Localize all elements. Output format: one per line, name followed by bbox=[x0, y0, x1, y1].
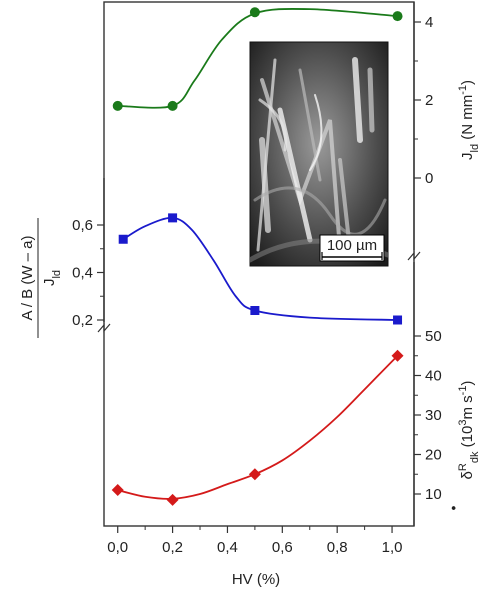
x-tick-label: 1,0 bbox=[382, 539, 403, 556]
ratio-tick-label: 0,4 bbox=[72, 265, 93, 282]
x-tick-label: 0,6 bbox=[272, 539, 293, 556]
strain_rate-point bbox=[111, 484, 124, 497]
strain-rate-axis-label: δRdk (103m s-1) • bbox=[445, 381, 481, 511]
ratio-point bbox=[118, 234, 128, 244]
strain_rate-point bbox=[248, 468, 261, 481]
ratio-tick-label: 0,6 bbox=[72, 217, 93, 234]
x-tick-label: 0,2 bbox=[162, 539, 183, 556]
ratio-series-line bbox=[122, 216, 398, 321]
jld-point bbox=[249, 7, 260, 18]
strain_rate-point bbox=[391, 349, 404, 362]
jld-axis-break bbox=[407, 251, 421, 261]
jld-axis-label: Jld (N mm-1) bbox=[457, 80, 481, 160]
strain_rate-tick-label: 30 bbox=[425, 407, 442, 424]
x-tick-label: 0,8 bbox=[327, 539, 348, 556]
ratio-label-denominator: Jld bbox=[41, 270, 63, 286]
strain-rate-dot: • bbox=[445, 505, 461, 510]
axes-layer: 0,0 0,2 0,4 0,6 0,8 1,0 0 2 4 0,2 0,4 0,6 10 20 30 40 50 bbox=[72, 2, 442, 556]
ratio-tick-label: 0,2 bbox=[72, 312, 93, 329]
jld-tick-label: 0 bbox=[425, 170, 433, 187]
strain_rate-tick-label: 50 bbox=[425, 328, 442, 345]
ratio-point bbox=[168, 213, 178, 223]
strain_rate-tick-label: 10 bbox=[425, 486, 442, 503]
svg-text:Jld (N mm-1): Jld (N mm-1) bbox=[457, 80, 481, 160]
jld-tick-label: 2 bbox=[425, 92, 433, 109]
markers-layer bbox=[111, 7, 404, 506]
x-axis-label: HV (%) bbox=[232, 571, 280, 588]
ratio-axis-break bbox=[97, 323, 111, 333]
jld-point bbox=[112, 100, 123, 111]
scale-bar-label: 100 µm bbox=[327, 237, 377, 254]
sem-inset: 100 µm bbox=[249, 41, 389, 267]
strain_rate-tick-label: 20 bbox=[425, 447, 442, 464]
ratio-point bbox=[250, 306, 260, 315]
strain_rate-point bbox=[166, 493, 179, 506]
x-tick-label: 0,0 bbox=[107, 539, 128, 556]
svg-text:δRdk (103m s-1): δRdk (103m s-1) bbox=[457, 381, 481, 480]
jld-point bbox=[167, 100, 178, 111]
x-tick-label: 0,4 bbox=[217, 539, 238, 556]
jld-tick-label: 4 bbox=[425, 14, 433, 31]
jld-point bbox=[392, 11, 403, 22]
ratio-axis-label: A / B (W – a) Jld bbox=[19, 218, 63, 338]
ratio-label-numerator: A / B (W – a) bbox=[19, 235, 36, 320]
ratio-point bbox=[393, 315, 403, 325]
strain_rate-tick-label: 40 bbox=[425, 368, 442, 385]
